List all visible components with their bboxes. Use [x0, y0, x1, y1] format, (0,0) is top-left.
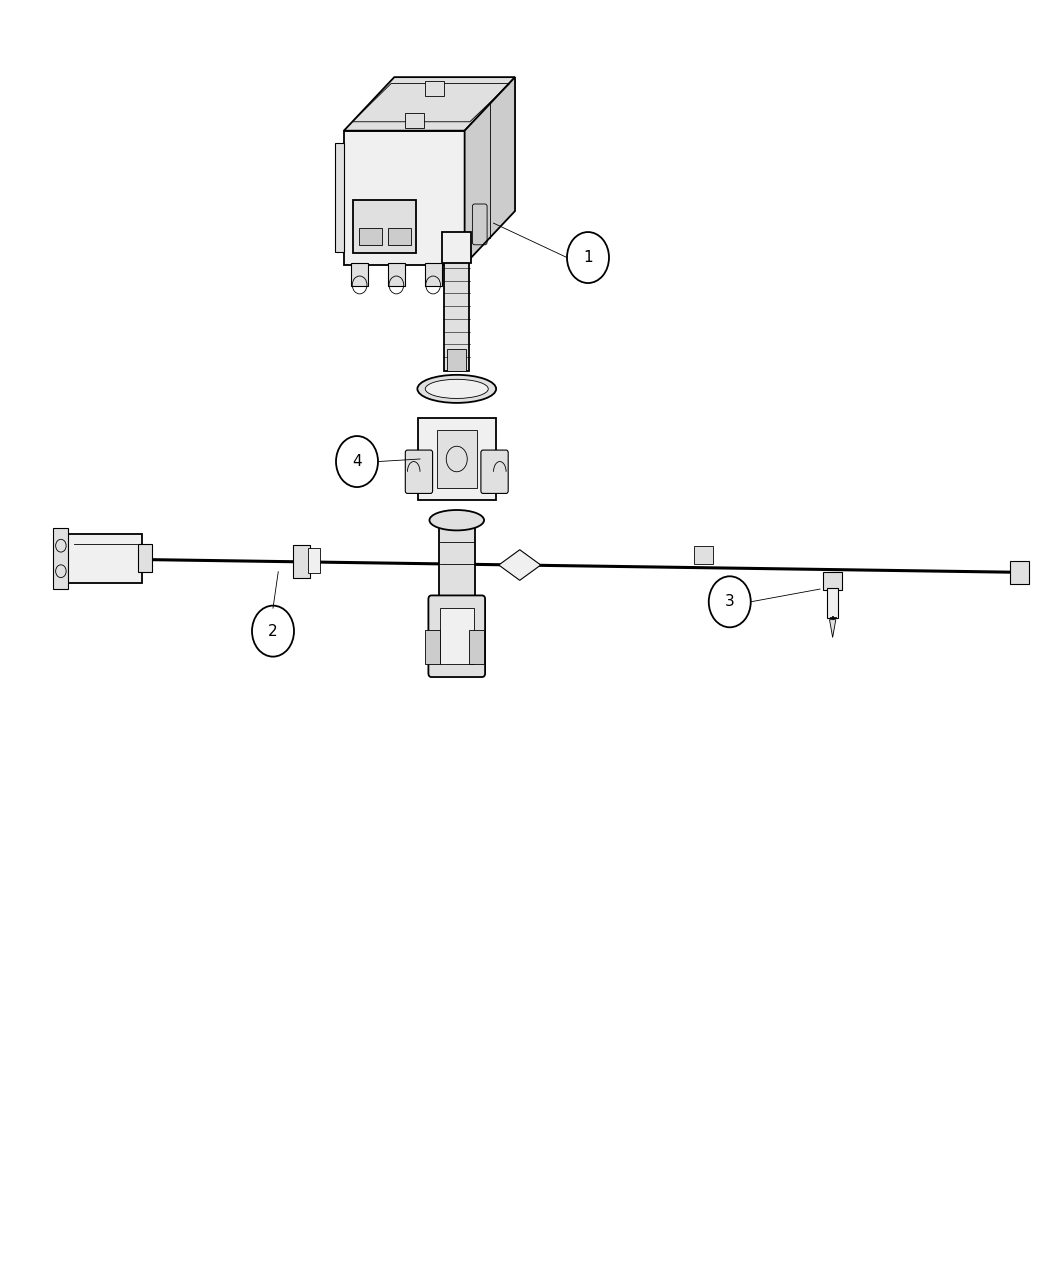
FancyBboxPatch shape — [428, 595, 485, 677]
FancyBboxPatch shape — [469, 630, 484, 664]
FancyBboxPatch shape — [447, 349, 466, 371]
Ellipse shape — [418, 375, 496, 403]
Polygon shape — [464, 78, 514, 265]
Polygon shape — [830, 620, 836, 638]
FancyBboxPatch shape — [405, 113, 424, 129]
Polygon shape — [499, 550, 541, 580]
Text: 1: 1 — [583, 250, 593, 265]
FancyBboxPatch shape — [293, 546, 310, 579]
Polygon shape — [52, 528, 68, 589]
FancyBboxPatch shape — [440, 608, 474, 664]
FancyBboxPatch shape — [405, 450, 433, 493]
FancyBboxPatch shape — [388, 228, 412, 245]
FancyBboxPatch shape — [827, 588, 838, 618]
FancyBboxPatch shape — [442, 232, 471, 263]
FancyBboxPatch shape — [444, 260, 469, 371]
FancyBboxPatch shape — [823, 572, 842, 590]
FancyBboxPatch shape — [425, 80, 444, 96]
Polygon shape — [344, 131, 464, 265]
FancyBboxPatch shape — [439, 519, 475, 601]
Polygon shape — [68, 534, 142, 583]
FancyBboxPatch shape — [425, 630, 440, 664]
Text: 4: 4 — [352, 454, 362, 469]
Polygon shape — [336, 144, 344, 252]
FancyBboxPatch shape — [308, 548, 320, 574]
Polygon shape — [344, 78, 514, 131]
FancyBboxPatch shape — [1010, 561, 1029, 584]
FancyBboxPatch shape — [424, 264, 442, 287]
Text: 2: 2 — [268, 623, 278, 639]
FancyBboxPatch shape — [418, 418, 496, 500]
FancyBboxPatch shape — [138, 544, 152, 572]
FancyBboxPatch shape — [694, 546, 713, 564]
Text: 3: 3 — [724, 594, 735, 609]
Ellipse shape — [429, 510, 484, 530]
FancyBboxPatch shape — [481, 450, 508, 493]
FancyBboxPatch shape — [437, 430, 477, 488]
FancyBboxPatch shape — [351, 264, 369, 287]
Ellipse shape — [425, 380, 488, 399]
FancyBboxPatch shape — [353, 199, 416, 252]
FancyBboxPatch shape — [359, 228, 382, 245]
FancyBboxPatch shape — [388, 264, 405, 287]
